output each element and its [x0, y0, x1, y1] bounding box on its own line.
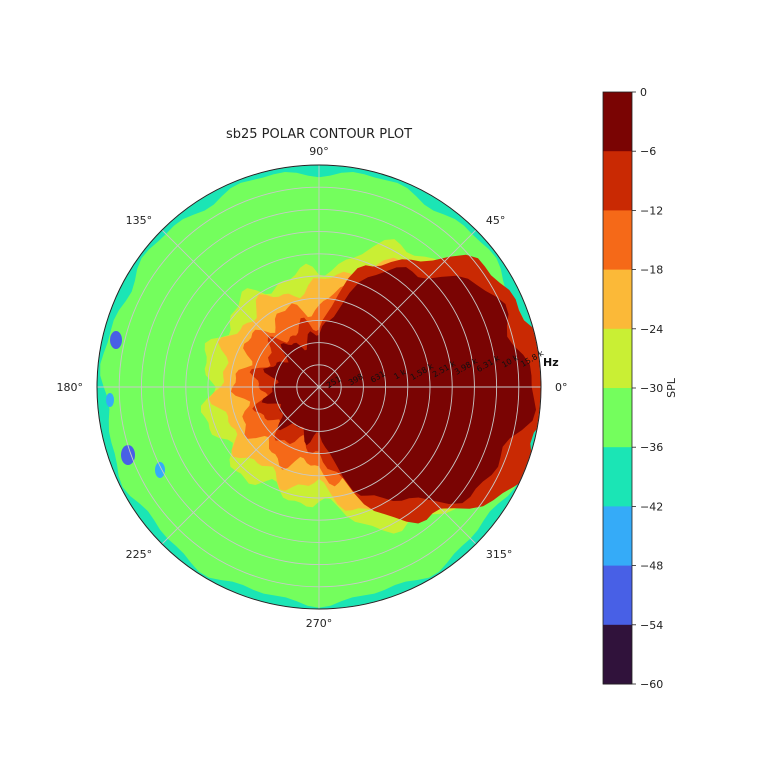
chart-title: sb25 POLAR CONTOUR PLOT: [226, 127, 412, 142]
angle-tick-labels: 0° 45° 90° 135° 180° 225° 270° 315°: [57, 145, 568, 630]
colorbar-tick-label: −42: [640, 500, 663, 513]
colorbar-tick-label: −60: [640, 678, 663, 691]
angular-grid-line: [318, 386, 477, 545]
colorbar-segment: [603, 388, 632, 448]
contour-spot: [121, 445, 135, 465]
contour-spot: [155, 462, 165, 478]
angle-tick-label: 0°: [555, 381, 568, 394]
angle-tick-label: 90°: [309, 145, 329, 158]
colorbar-segment: [603, 565, 632, 626]
angular-grid-line: [318, 229, 477, 388]
angle-tick-label: 45°: [486, 214, 506, 227]
angular-grid-line: [161, 229, 320, 388]
colorbar-tick-label: 0: [640, 86, 647, 99]
plot-frame: [96, 164, 542, 610]
angle-tick-label: 180°: [57, 381, 84, 394]
colorbar-tick-label: −54: [640, 619, 663, 632]
polar-grid: [97, 165, 541, 609]
angular-grid-line: [161, 386, 320, 545]
colorbar-segment: [603, 506, 632, 567]
radial-unit-label: Hz: [543, 356, 559, 369]
colorbar-tick-label: −12: [640, 204, 663, 217]
angle-tick-label: 270°: [306, 617, 333, 630]
contour-band--6-to-0: [261, 267, 536, 504]
colorbar-tick-label: −30: [640, 382, 663, 395]
colorbar-segment: [603, 269, 632, 330]
plot-area: [97, 165, 541, 609]
colorbar-segment: [603, 447, 632, 507]
contour-spot: [110, 331, 122, 349]
angle-tick-label: 225°: [126, 548, 153, 561]
colorbar-segment: [603, 328, 632, 389]
colorbar-segment: [603, 151, 632, 211]
colorbar-segment: [603, 92, 632, 152]
colorbar-tick-label: −18: [640, 264, 663, 277]
colorbar-label: SPL: [665, 377, 678, 398]
colorbar-segment: [603, 210, 632, 271]
colorbar-tick-label: −24: [640, 323, 663, 336]
colorbar: 0 −6 −12 −18 −24 −30 −36 −42 −48 −54 −60 SPL: [602, 86, 678, 691]
colorbar-tick-label: −6: [640, 145, 656, 158]
angle-tick-label: 315°: [486, 548, 513, 561]
colorbar-tick-label: −36: [640, 441, 663, 454]
colorbar-segment: [603, 624, 632, 685]
angle-tick-label: 135°: [126, 214, 153, 227]
contour-spot: [106, 393, 114, 407]
colorbar-tick-label: −48: [640, 560, 663, 573]
